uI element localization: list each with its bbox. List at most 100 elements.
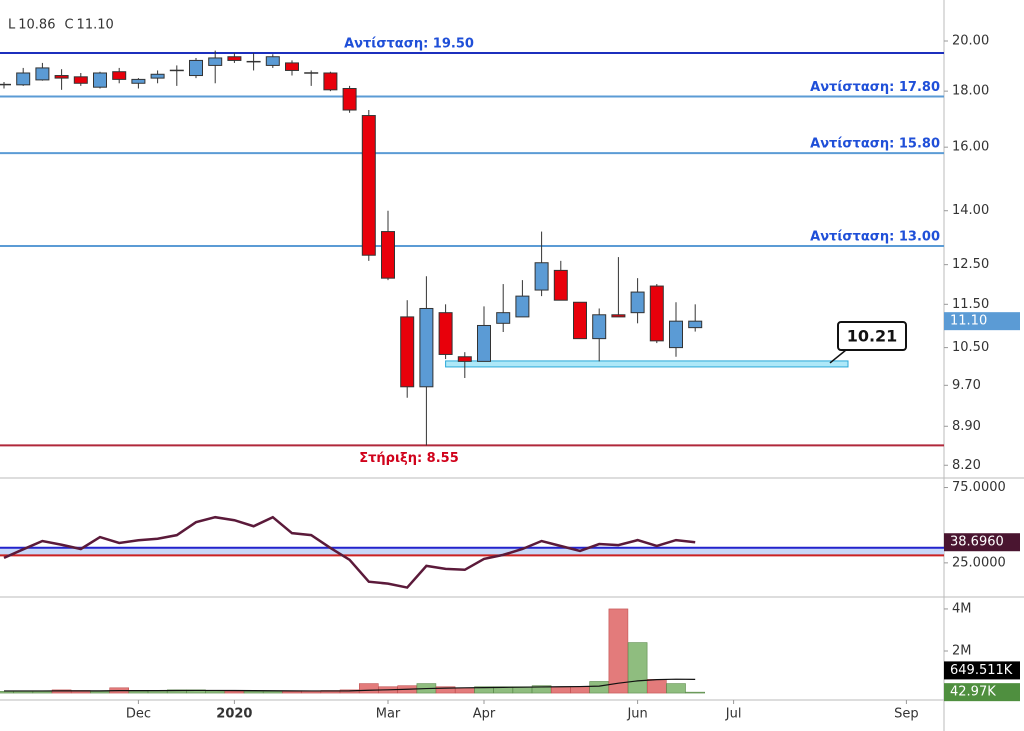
volume-bar <box>646 679 667 694</box>
x-tick-label: 2020 <box>216 707 252 722</box>
candle-body <box>496 312 511 324</box>
y-tick-label: 4M <box>952 601 972 616</box>
level-band <box>0 547 944 556</box>
legend-value: 11.10 <box>77 18 114 33</box>
annotation-pointer <box>829 349 847 364</box>
volume-bar <box>358 683 379 694</box>
x-tick-label: Jun <box>626 707 647 722</box>
y-tick-label: 2M <box>952 643 972 658</box>
volume-bar <box>205 690 225 694</box>
annotation-label: 10.21 <box>847 327 898 346</box>
candle-body <box>227 56 242 61</box>
candle-body <box>457 356 472 362</box>
x-tick-label: Sep <box>894 707 919 722</box>
candle-body <box>93 72 107 88</box>
volume-bar <box>32 691 53 694</box>
candle-body <box>265 56 280 66</box>
last-oscillator-label: 38.6960 <box>950 535 1004 550</box>
level-label: Αντίσταση: 19.50 <box>344 37 474 52</box>
volume-bar <box>454 687 475 694</box>
volume-bar <box>0 691 14 694</box>
x-tick-label: Jul <box>725 707 742 722</box>
level-label: Αντίσταση: 15.80 <box>810 137 940 152</box>
y-tick-label: 25.0000 <box>952 555 1006 570</box>
candle-body <box>630 291 645 314</box>
candle-body <box>35 67 50 81</box>
candle-body <box>285 62 299 71</box>
candle-body <box>534 262 549 291</box>
candle-body <box>400 316 415 388</box>
candle-body <box>73 76 88 84</box>
candle-body <box>189 59 203 77</box>
volume-bar <box>550 686 571 694</box>
candle-body <box>150 73 165 79</box>
volume-bar <box>282 691 302 694</box>
last-volume-label: 42.97K <box>950 685 996 700</box>
volume-bar <box>262 691 283 694</box>
last-volume-label-box <box>944 683 1020 702</box>
y-tick-label: 8.20 <box>952 458 981 473</box>
volume-bar <box>608 608 629 694</box>
last-price-label: 11.10 <box>950 314 987 329</box>
legend-key: C <box>64 18 73 33</box>
x-tick-label: Apr <box>473 707 496 722</box>
candle-body <box>438 312 453 355</box>
candle-body <box>131 78 146 84</box>
y-tick-label: 75.0000 <box>952 480 1006 495</box>
volume-ma-line <box>4 678 696 692</box>
x-tick-label: Mar <box>376 707 401 722</box>
candle-body <box>342 88 357 111</box>
candle-body <box>381 231 395 279</box>
candle-body <box>361 115 376 256</box>
volume-bar <box>570 686 590 694</box>
volume-bar <box>13 691 33 694</box>
level-label: Στήριξη: 8.55 <box>359 451 459 466</box>
volume-ma-label: 649.511K <box>950 663 1013 678</box>
volume-bar <box>224 691 245 694</box>
y-tick-label: 14.00 <box>952 203 989 218</box>
y-tick-label: 9.70 <box>952 378 981 393</box>
y-tick-label: 11.50 <box>952 297 989 312</box>
volume-bar <box>685 691 706 694</box>
candle-body <box>669 320 683 349</box>
volume-bar <box>589 681 610 694</box>
legend-value: 10.86 <box>18 18 55 33</box>
last-price-label-box <box>944 312 1020 331</box>
oscillator-line <box>3 515 696 589</box>
volume-bar <box>128 690 149 694</box>
candle-body <box>477 324 491 362</box>
candle-body <box>688 320 703 329</box>
candle-body <box>112 71 127 80</box>
candle-body <box>515 295 530 318</box>
volume-bar <box>666 683 686 694</box>
x-tick-label: Dec <box>126 707 151 722</box>
candle-body <box>208 57 223 66</box>
candle-body <box>323 72 338 91</box>
y-tick-label: 16.00 <box>952 140 989 155</box>
level-label: Αντίσταση: 13.00 <box>810 229 940 244</box>
candle-body <box>592 314 607 340</box>
legend-key: L <box>8 18 16 33</box>
candle-body <box>54 75 69 79</box>
level-label: Αντίσταση: 17.80 <box>810 80 940 95</box>
y-tick-label: 8.90 <box>952 419 981 434</box>
volume-bar <box>243 691 264 694</box>
candle-body <box>419 307 434 388</box>
volume-bar <box>627 642 648 694</box>
candle-body <box>649 285 664 342</box>
volume-bar <box>90 691 110 694</box>
candle-body <box>553 269 568 301</box>
volume-ma-label-box <box>944 661 1020 680</box>
y-tick-label: 20.00 <box>952 34 989 49</box>
y-tick-label: 10.50 <box>952 340 989 355</box>
y-tick-label: 18.00 <box>952 84 989 99</box>
candle-body <box>573 301 587 340</box>
annotation-rect <box>445 360 849 368</box>
last-oscillator-label-box <box>944 533 1020 552</box>
candle-body <box>16 72 31 86</box>
y-tick-label: 12.50 <box>952 257 989 272</box>
candle-body <box>611 314 626 318</box>
annotation-box <box>837 321 907 351</box>
